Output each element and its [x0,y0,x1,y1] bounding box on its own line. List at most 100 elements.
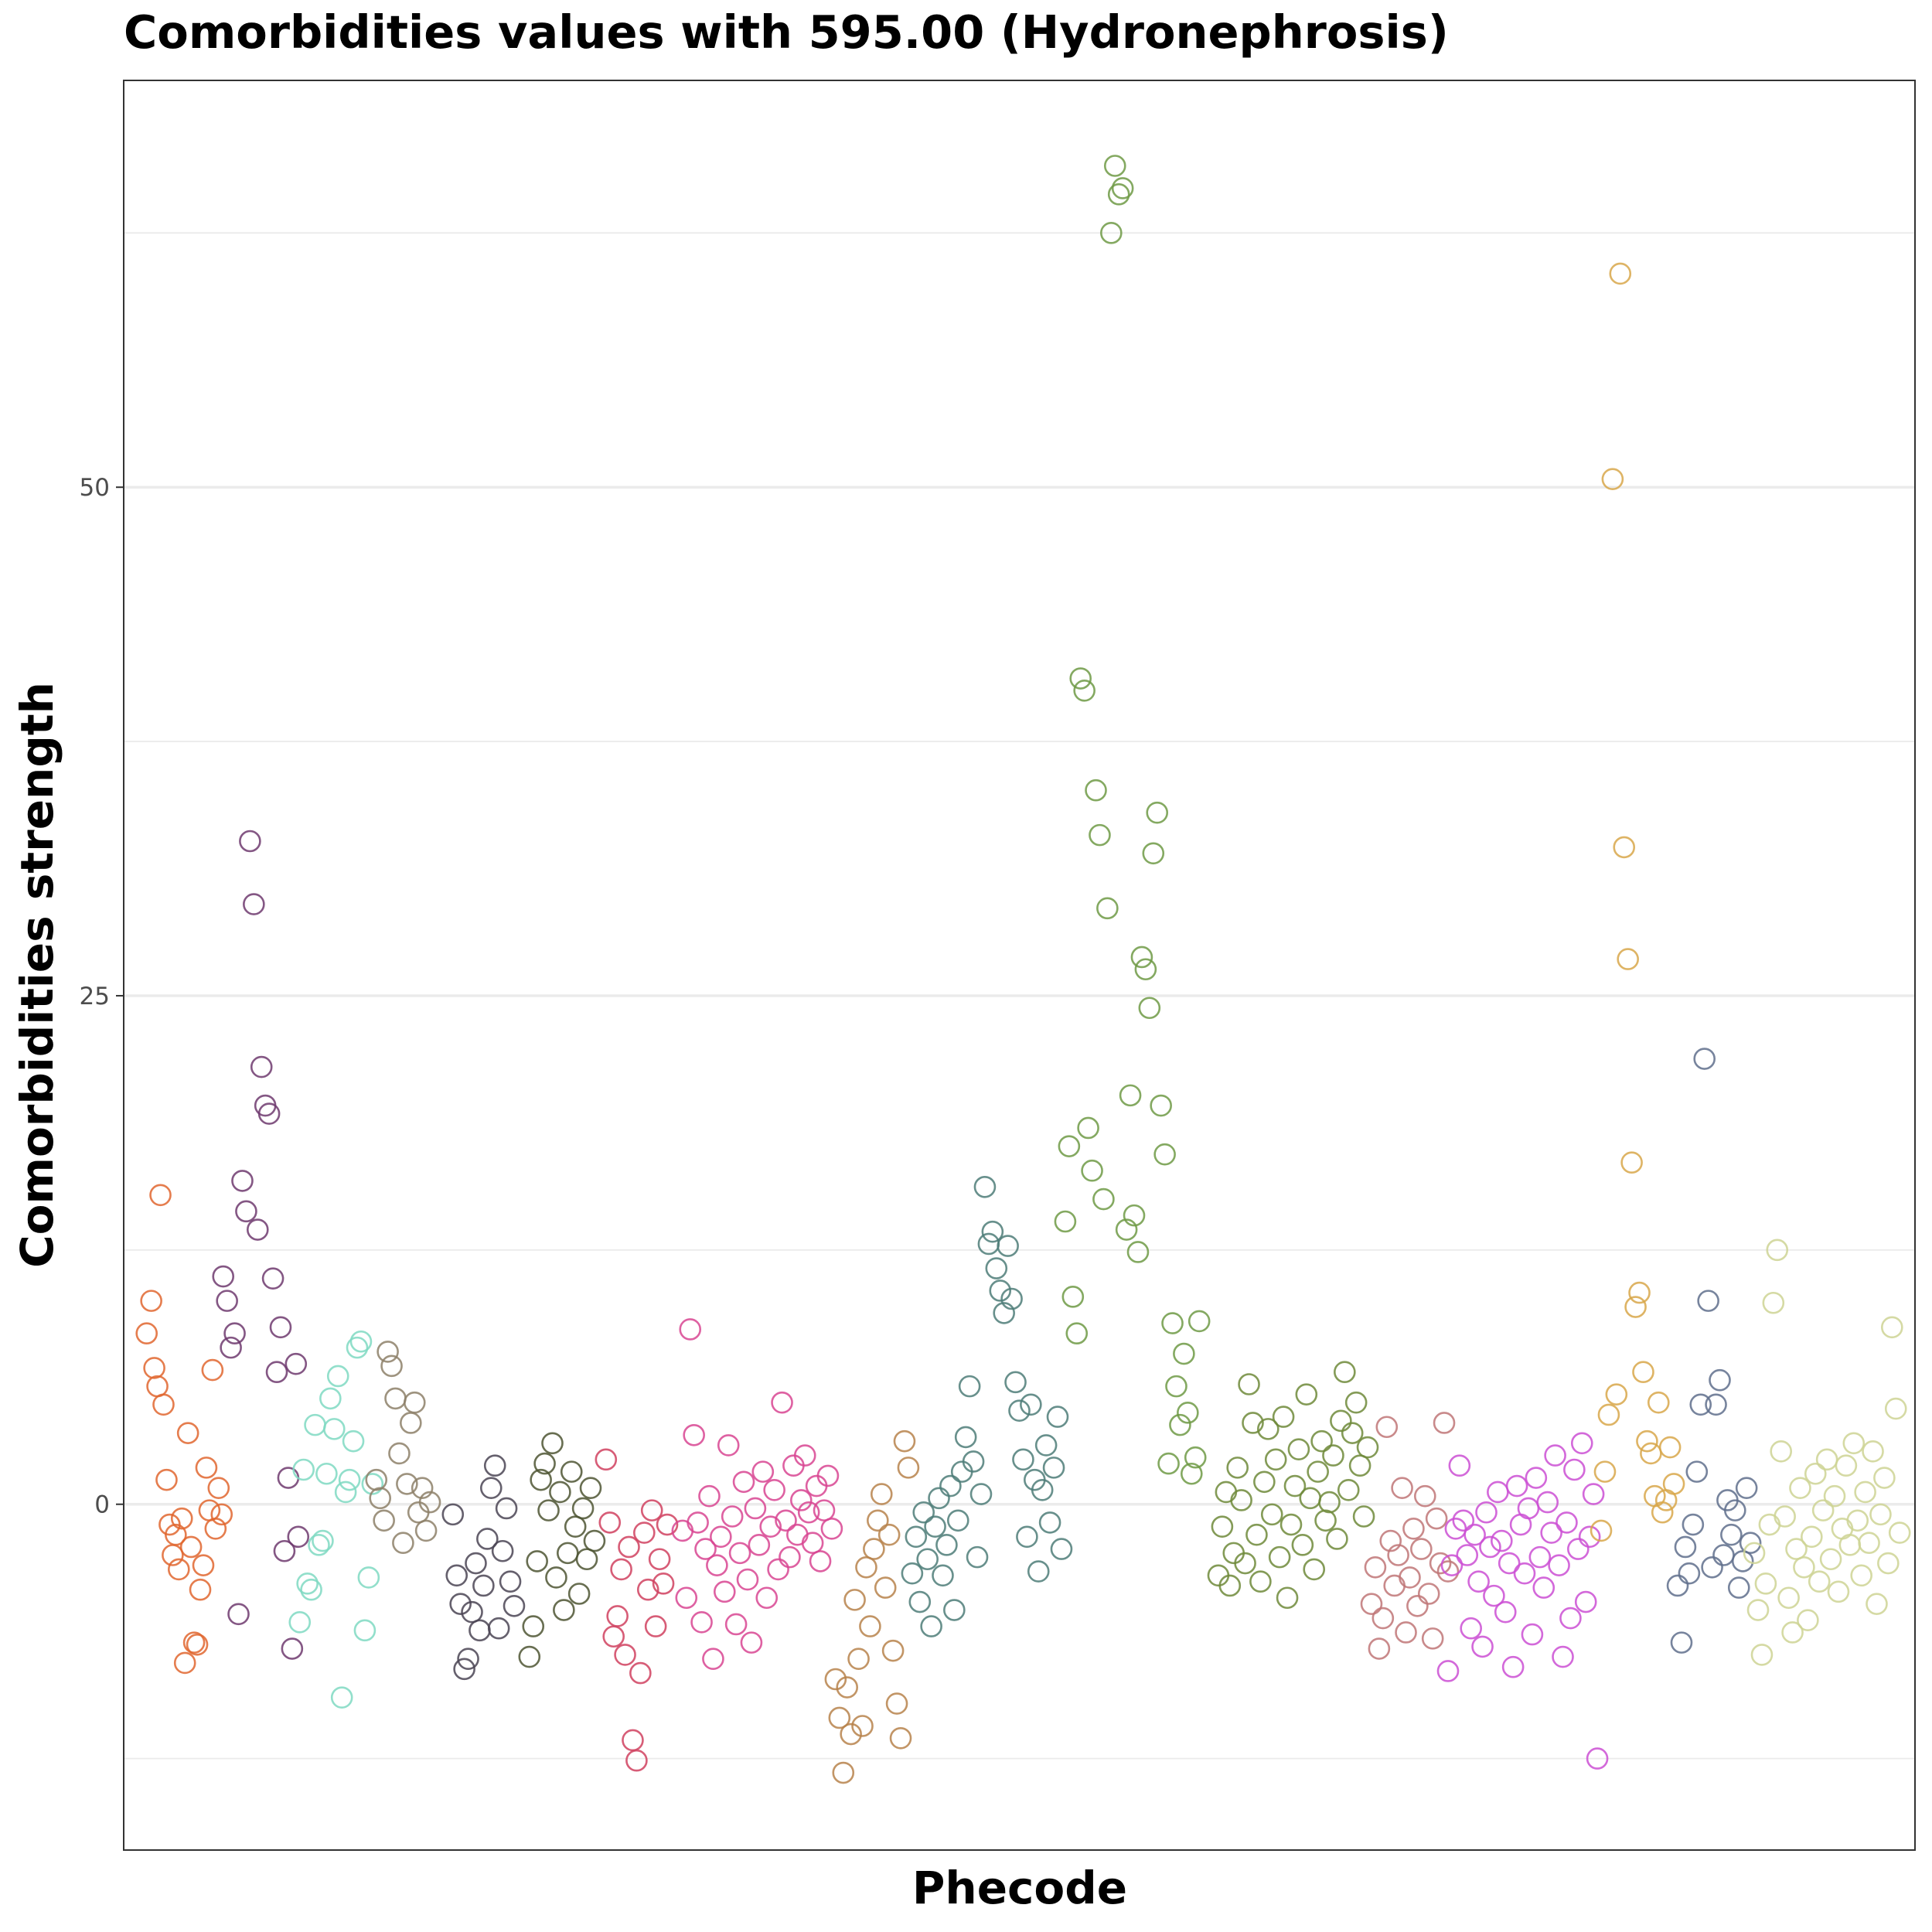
data-point [1234,1552,1256,1575]
data-point [1322,1444,1344,1467]
data-point [1123,1204,1146,1227]
data-point [338,1468,361,1491]
data-point [732,1470,755,1494]
data-point [755,1586,779,1610]
data-point [656,1513,679,1536]
data-points [135,155,1911,1784]
data-point [1287,1438,1310,1460]
data-point [1877,1552,1900,1575]
data-point [912,1501,935,1524]
data-point [495,1497,518,1520]
data-point [1754,1573,1777,1595]
data-point [863,1538,885,1560]
data-point [1463,1523,1486,1546]
data-point [1000,1287,1023,1310]
data-point [1410,1538,1433,1560]
data-point [1888,1521,1911,1544]
data-point [1574,1590,1597,1613]
data-point [950,1460,973,1483]
data-point [1651,1501,1674,1524]
data-point [499,1570,522,1593]
data-point [296,1573,319,1595]
data-point [1720,1523,1743,1546]
data-point [1609,262,1632,285]
data-point [1613,836,1636,859]
data-point [1746,1599,1770,1621]
data-point [326,1365,349,1388]
data-point [622,1729,644,1752]
data-point [1617,948,1639,970]
data-point [1436,1660,1460,1682]
data-point [1578,1525,1601,1549]
data-point [1479,1535,1501,1559]
data-point [1586,1747,1609,1770]
data-point [1750,1644,1774,1666]
data-point [1689,1393,1712,1416]
data-point [1498,1552,1521,1575]
data-point [1563,1458,1586,1481]
data-point [1842,1432,1866,1455]
data-point [683,1423,705,1446]
series-group-11 [1054,155,1211,1485]
data-point [694,1538,717,1560]
series-group-16 [1666,1048,1762,1654]
data-point [687,1511,709,1534]
data-point [1444,1517,1467,1540]
data-point [939,1474,962,1498]
data-point [1712,1544,1735,1566]
data-point [973,1175,997,1198]
y-tick-label: 0 [94,1491,110,1519]
data-point [1421,1627,1444,1650]
data-point [1081,1159,1103,1182]
data-point [1862,1440,1884,1463]
data-point [334,1481,357,1504]
data-point [1249,1570,1272,1593]
data-point [702,1647,724,1670]
data-point [212,1265,235,1288]
data-point [526,1550,548,1573]
data-point [170,1507,193,1530]
data-point [556,1542,579,1565]
data-point [269,1316,292,1339]
data-point [1226,1457,1249,1479]
data-point [353,1619,377,1642]
data-point [1766,1239,1789,1262]
data-point [575,1548,598,1571]
data-point [281,1637,304,1660]
data-point [1487,1481,1509,1504]
data-point [1218,1574,1242,1597]
data-point [469,1619,491,1642]
data-point [227,1603,250,1626]
data-point [1880,1316,1903,1339]
data-point [457,1647,479,1670]
data-point [1536,1491,1559,1514]
data-point [549,1481,571,1504]
data-point [357,1566,380,1589]
data-point [602,1625,625,1648]
data-point [1092,1187,1115,1211]
data-point [1532,1576,1555,1599]
data-point [308,1534,330,1556]
series-group-10 [901,1175,1073,1637]
data-point [312,1529,334,1552]
data-point [618,1535,640,1559]
data-point [1279,1513,1303,1536]
data-point [1291,1534,1314,1556]
data-point [847,1647,870,1670]
y-axis: 0 25 50 [80,474,124,1519]
series-group-3 [288,1330,384,1709]
data-point [560,1460,583,1483]
data-point [924,1515,946,1538]
data-point [239,830,261,853]
data-point [928,1487,950,1510]
data-point [369,1487,392,1510]
data-point [1352,1505,1375,1528]
data-point [152,1393,175,1416]
data-point [690,1611,713,1634]
data-point [893,1429,916,1453]
data-point [771,1391,793,1414]
data-point [1678,1562,1701,1585]
data-point [901,1562,924,1585]
data-point [1207,1564,1230,1587]
series-group-4 [365,1341,441,1555]
